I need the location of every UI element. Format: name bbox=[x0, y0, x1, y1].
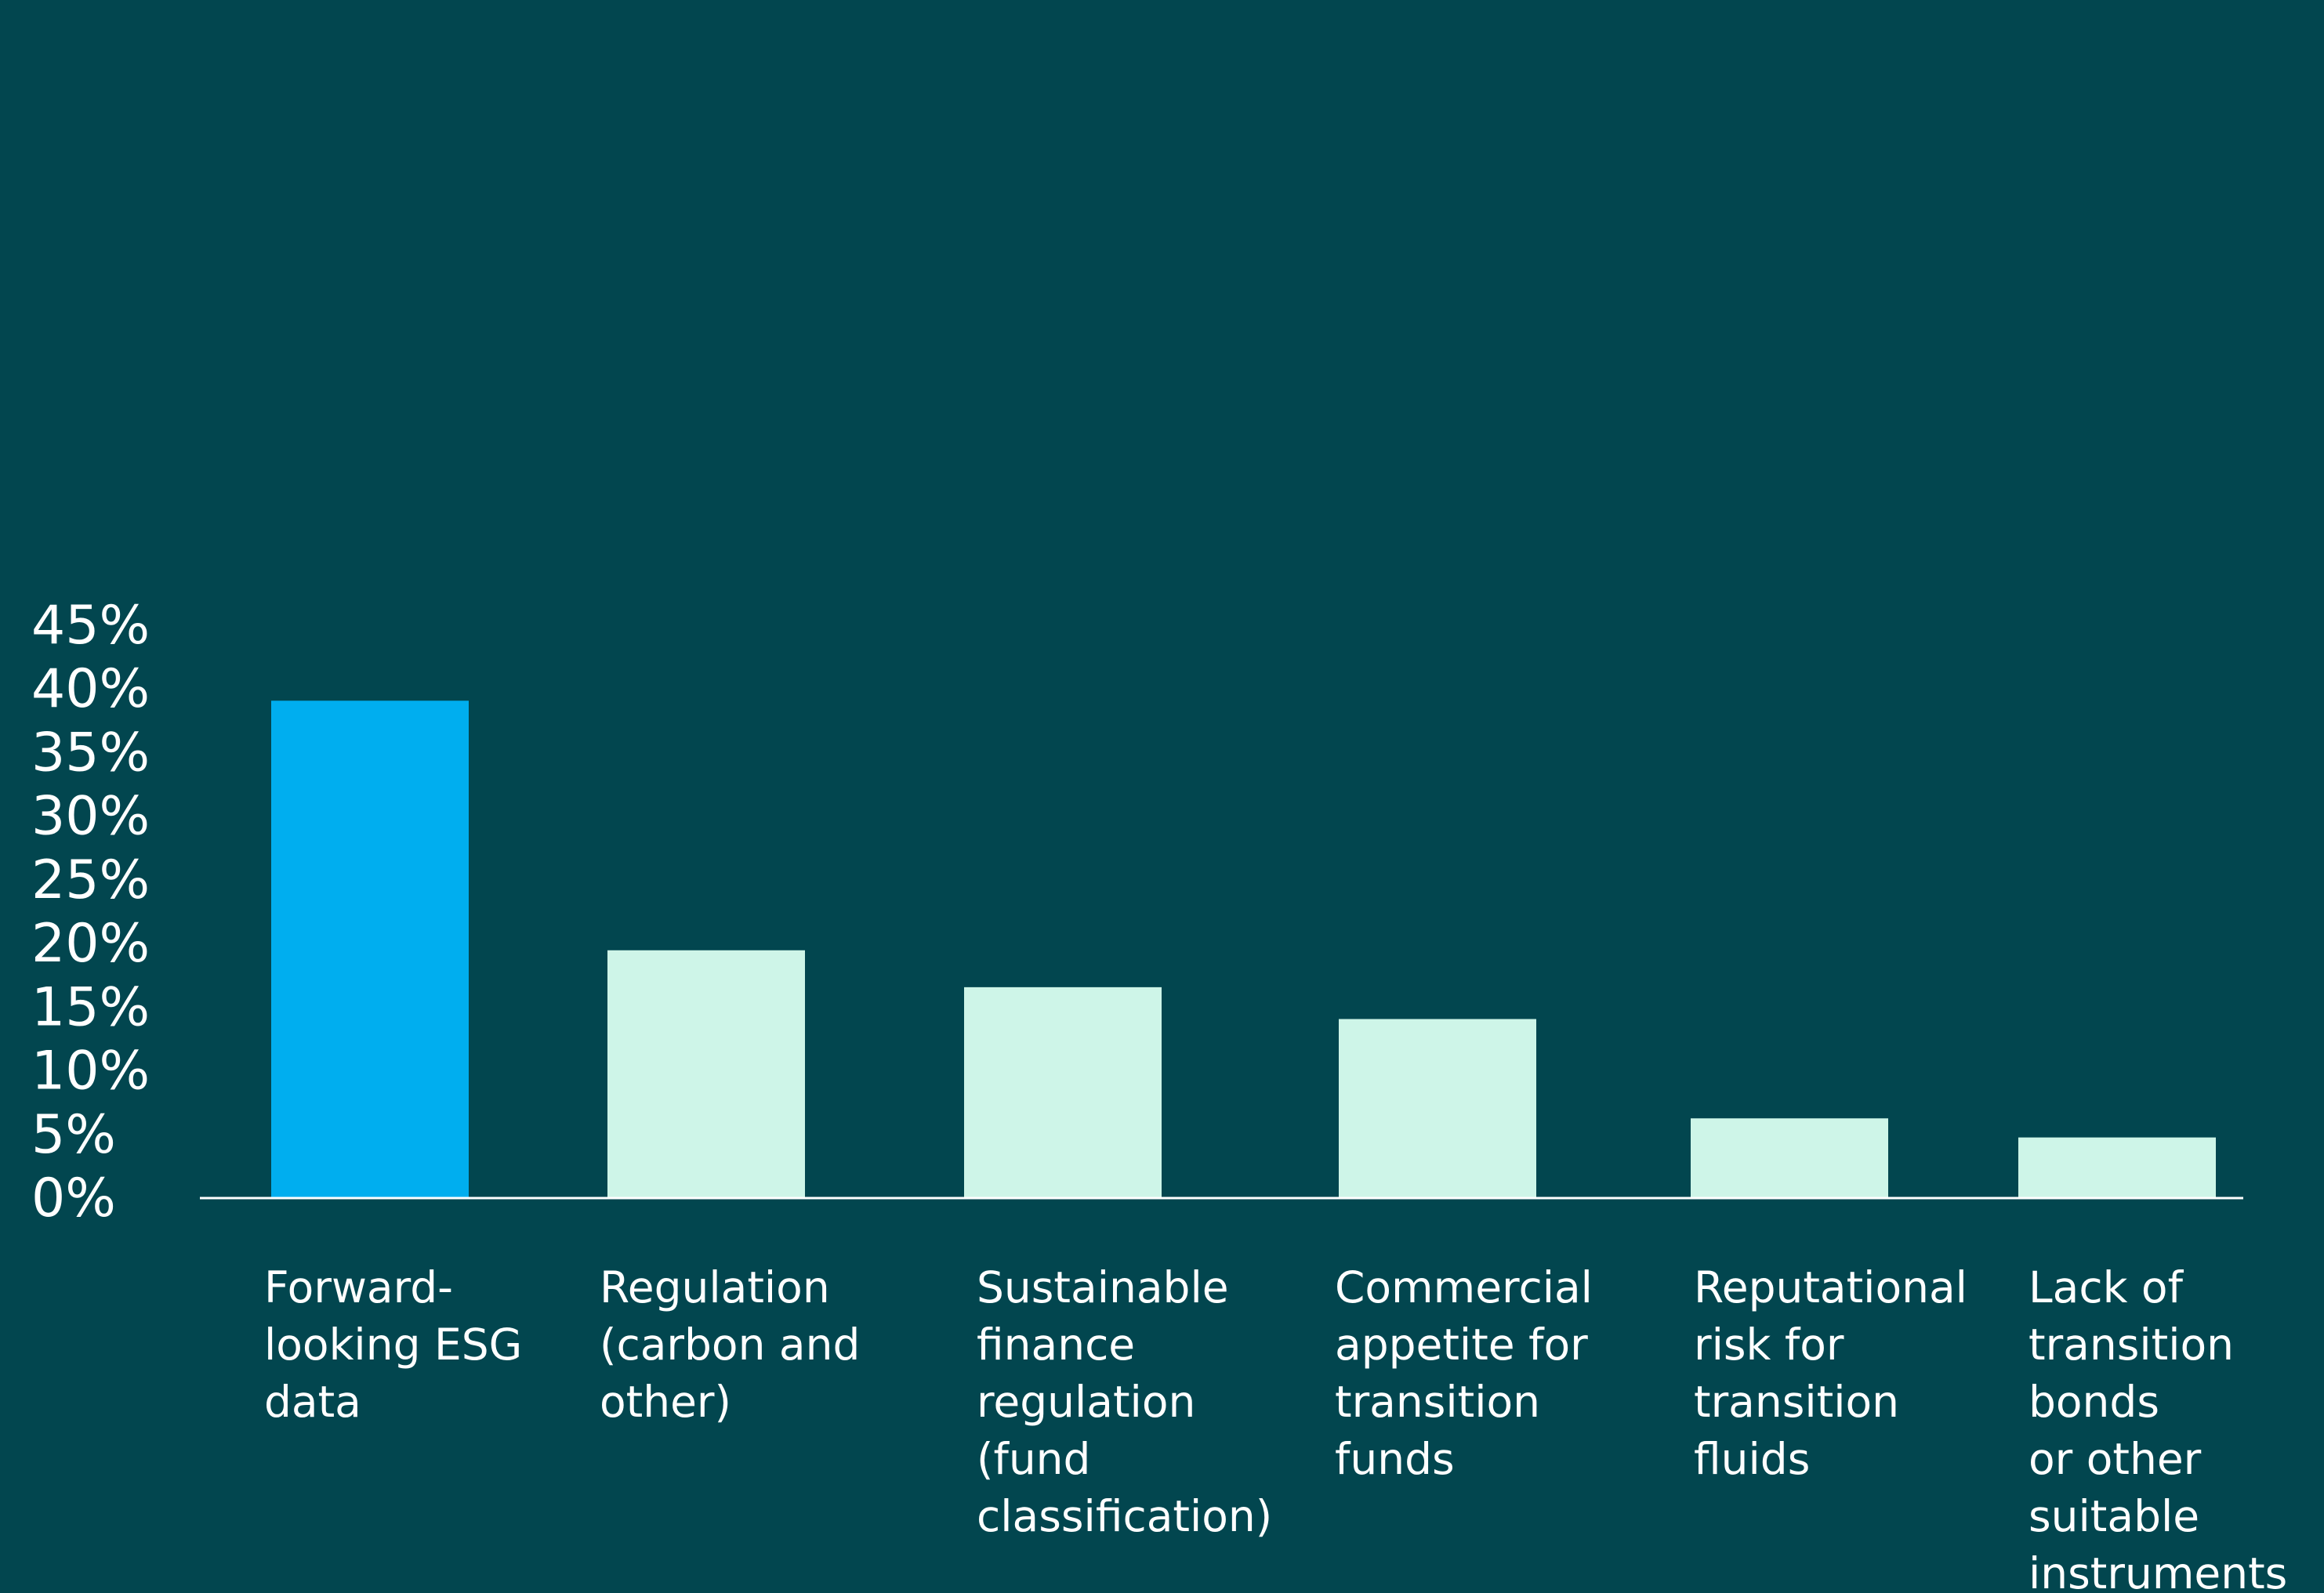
bar bbox=[2018, 1137, 2216, 1197]
category-label-line: data bbox=[264, 1377, 361, 1427]
y-tick-label: 15% bbox=[31, 976, 150, 1038]
y-tick-label: 0% bbox=[31, 1168, 116, 1229]
category-label-line: Reputational bbox=[1694, 1262, 1967, 1312]
category-label-line: Sustainable bbox=[977, 1262, 1229, 1312]
bars bbox=[271, 701, 2216, 1197]
category-label-line: risk for bbox=[1694, 1320, 1844, 1370]
category-label-line: or other bbox=[2029, 1434, 2202, 1484]
bar bbox=[607, 950, 805, 1197]
category-label-line: transition bbox=[1694, 1377, 1899, 1427]
category-label-line: appetite for bbox=[1335, 1320, 1588, 1370]
x-axis-labels: Forward-looking ESG data Regulation (carbon… bbox=[264, 1262, 2287, 1593]
y-tick-label: 5% bbox=[31, 1104, 116, 1166]
category-label-line: funds bbox=[1335, 1434, 1455, 1484]
y-tick-label: 40% bbox=[31, 658, 150, 720]
category-label: Commercial appetite for transition funds bbox=[1335, 1262, 1593, 1484]
category-label-line: instruments bbox=[2029, 1548, 2287, 1593]
category-label-line: bonds bbox=[2029, 1377, 2159, 1427]
bar bbox=[964, 987, 1162, 1197]
category-label-line: transition bbox=[1335, 1377, 1540, 1427]
category-label-line: Forward- bbox=[264, 1262, 453, 1312]
y-tick-label: 45% bbox=[31, 595, 150, 657]
category-label-line: (fund bbox=[977, 1434, 1090, 1484]
category-label-line: suitable bbox=[2029, 1491, 2199, 1541]
category-label-line: finance bbox=[977, 1320, 1135, 1370]
y-tick-label: 35% bbox=[31, 722, 150, 784]
bar bbox=[271, 701, 469, 1197]
y-tick-label: 30% bbox=[31, 786, 150, 848]
category-label: Lack of transition bonds or other suitable in… bbox=[2029, 1262, 2287, 1593]
category-label: Forward-looking ESG data bbox=[264, 1262, 522, 1427]
y-tick-label: 10% bbox=[31, 1041, 150, 1102]
category-label: Reputational risk for transition fluids bbox=[1694, 1262, 1967, 1484]
category-label-line: fluids bbox=[1694, 1434, 1810, 1484]
category-label: Regulation (carbon and other) bbox=[600, 1262, 860, 1427]
category-label-line: (carbon and bbox=[600, 1320, 860, 1370]
category-label-line: Regulation bbox=[600, 1262, 830, 1312]
category-label-line: looking ESG bbox=[264, 1320, 522, 1370]
y-tick-label: 25% bbox=[31, 849, 150, 911]
bar bbox=[1691, 1118, 1888, 1197]
category-label-line: Lack of bbox=[2029, 1262, 2184, 1312]
category-label-line: classification) bbox=[977, 1491, 1272, 1541]
category-label-line: regulation bbox=[977, 1377, 1195, 1427]
category-label-line: transition bbox=[2029, 1320, 2234, 1370]
y-tick-label: 20% bbox=[31, 913, 150, 975]
category-label-line: Commercial bbox=[1335, 1262, 1593, 1312]
y-axis-ticks: 0%5%10%15%20%25%30%35%40%45% bbox=[31, 595, 150, 1229]
category-label: Sustainable finance regulation (fund classif… bbox=[977, 1262, 1272, 1541]
category-label-line: other) bbox=[600, 1377, 731, 1427]
bar bbox=[1339, 1019, 1536, 1197]
